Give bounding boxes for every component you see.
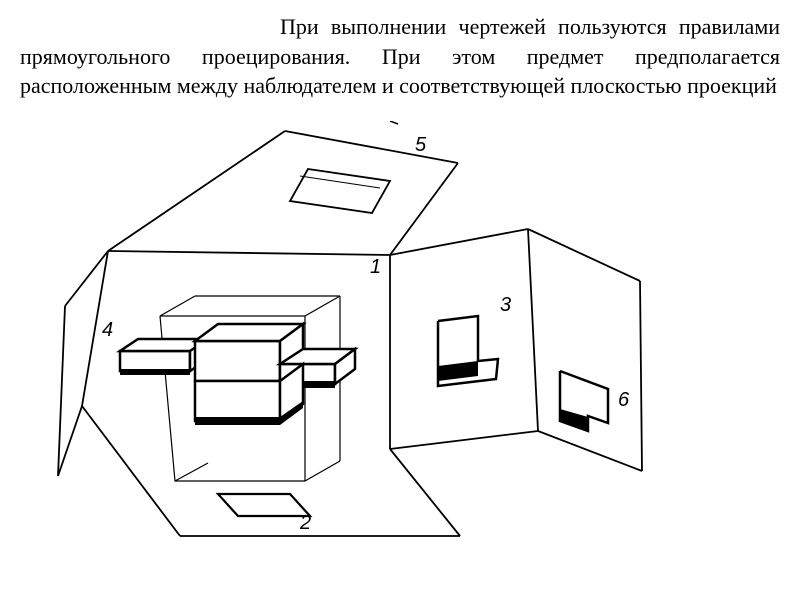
projection-diagram: 5 1 4 3 6 2 — [40, 121, 660, 541]
label-1: 1 — [370, 256, 381, 278]
label-3: 3 — [500, 294, 511, 316]
plane-3 — [390, 229, 538, 449]
label-5: 5 — [415, 134, 427, 156]
plane-6 — [528, 229, 642, 471]
paragraph-text: При выполнении чертежей пользуются прави… — [20, 12, 780, 101]
stray-mark — [390, 121, 398, 124]
center-object — [120, 296, 355, 481]
plane-5 — [108, 131, 458, 255]
diagram-svg: 5 1 4 3 6 2 — [40, 121, 660, 541]
label-6: 6 — [618, 389, 630, 411]
label-4: 4 — [102, 319, 113, 341]
para-line1: При выполнении чертежей пользуются — [280, 14, 667, 39]
label-2: 2 — [299, 512, 311, 534]
plane-2 — [82, 406, 460, 536]
plane-4 — [58, 251, 108, 476]
